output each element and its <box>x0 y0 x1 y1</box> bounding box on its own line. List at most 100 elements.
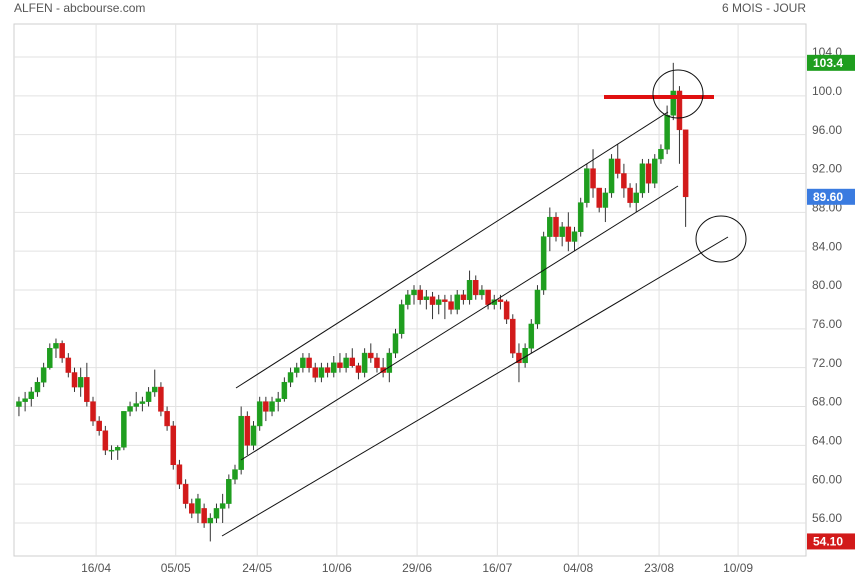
candle-body <box>540 236 547 291</box>
candle-body <box>40 367 47 383</box>
candle-body <box>405 294 411 305</box>
x-tick-label: 16/04 <box>81 561 111 575</box>
candle-body <box>429 296 436 305</box>
y-tick-label: 80.00 <box>812 278 842 292</box>
candle-body <box>170 425 177 465</box>
candle-body <box>306 357 312 368</box>
candle-body <box>201 508 207 524</box>
price-marker <box>807 533 855 550</box>
candle-body <box>423 296 430 300</box>
candle-body <box>349 357 356 366</box>
x-tick-label: 10/09 <box>723 561 753 575</box>
candle-body <box>633 192 639 203</box>
circle <box>695 215 747 263</box>
candle-body <box>472 280 479 296</box>
price-marker-label: 89.60 <box>813 190 843 204</box>
candle-body <box>256 401 263 427</box>
candle-body <box>411 289 417 296</box>
trend-line <box>240 185 679 461</box>
candle-body <box>189 503 195 514</box>
candle-body <box>435 299 442 305</box>
candle-body <box>114 447 121 451</box>
candle-body <box>485 289 491 305</box>
y-tick-label: 60.00 <box>812 472 842 486</box>
candle-body <box>300 357 306 368</box>
candle-body <box>90 401 96 422</box>
candle-body <box>281 381 288 399</box>
y-tick-label: 76.00 <box>812 317 842 331</box>
candle-body <box>84 377 90 402</box>
candle-body <box>682 129 689 198</box>
y-tick-label: 100.0 <box>812 84 842 98</box>
candle-body <box>497 299 504 302</box>
candle-body <box>164 411 170 427</box>
candle-body <box>151 386 158 393</box>
candle-body <box>145 391 152 402</box>
candle-body <box>343 357 349 368</box>
candle-body <box>53 343 59 349</box>
candle-body <box>368 352 374 359</box>
candle-body <box>108 449 115 452</box>
candle-body <box>386 352 393 373</box>
candle-body <box>219 503 226 509</box>
candle-body <box>133 403 139 407</box>
candle-body <box>312 367 318 378</box>
candle-body <box>479 289 485 296</box>
x-tick-label: 05/05 <box>161 561 191 575</box>
candle-body <box>355 365 362 373</box>
candle-body <box>244 415 251 446</box>
candle-body <box>460 294 467 300</box>
candle-body <box>77 377 84 388</box>
candle-body <box>263 401 269 412</box>
chart-subtitle: 6 MOIS - JOUR <box>722 1 806 15</box>
candle-body <box>102 430 109 451</box>
candle-body <box>195 498 201 514</box>
candle-body <box>608 158 615 194</box>
candle-body <box>442 299 448 302</box>
candle-body <box>293 367 300 373</box>
candle-body <box>71 372 78 388</box>
candle-body <box>287 372 294 383</box>
trend-line <box>235 111 669 389</box>
candle-body <box>577 202 584 233</box>
drawings <box>221 69 747 537</box>
candle-body <box>584 168 590 203</box>
candle-body <box>232 469 238 480</box>
candle-body <box>448 301 454 310</box>
y-tick-label: 72.00 <box>812 356 842 370</box>
candle-body <box>318 367 325 378</box>
candle-body <box>602 192 609 208</box>
candle-body <box>547 216 553 237</box>
candle-body <box>590 168 596 189</box>
candle-body <box>614 158 621 174</box>
candle-body <box>269 401 275 412</box>
candle-body <box>392 333 399 354</box>
candle-body <box>226 479 232 504</box>
candle-body <box>559 226 565 237</box>
candle-body <box>139 401 146 404</box>
candle-body <box>664 115 670 150</box>
candle-body <box>22 398 28 402</box>
candle-body <box>621 173 627 189</box>
y-tick-label: 64.00 <box>812 434 842 448</box>
candle-body <box>676 90 683 131</box>
chart-title: ALFEN - abcbourse.com <box>14 1 145 15</box>
candle-body <box>337 362 343 368</box>
candle-body <box>182 483 189 504</box>
candle-body <box>491 299 498 305</box>
candle-body <box>176 464 183 485</box>
candle-body <box>571 231 578 242</box>
y-tick-label: 84.00 <box>812 239 842 253</box>
candle-body <box>627 187 633 203</box>
candle-body <box>380 367 386 373</box>
candle-body <box>34 381 41 393</box>
candle-body <box>65 357 72 373</box>
candle-body <box>158 386 164 412</box>
candle-body <box>454 294 460 310</box>
candle-body <box>207 517 214 524</box>
candle-body <box>503 301 510 320</box>
candle-body <box>16 401 22 407</box>
y-tick-label: 56.00 <box>812 511 842 525</box>
candle-body <box>398 304 405 334</box>
